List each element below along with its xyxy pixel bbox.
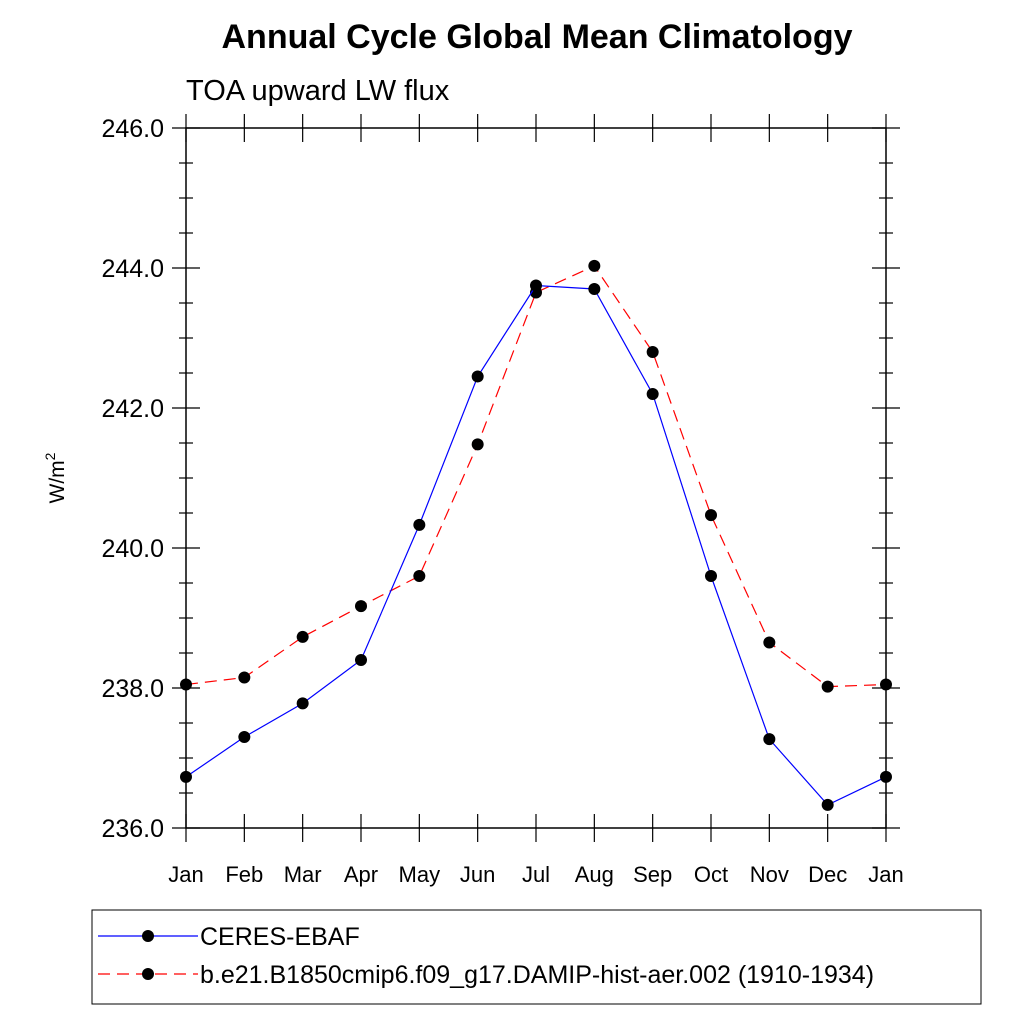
legend-item: b.e21.B1850cmip6.f09_g17.DAMIP-hist-aer.… [98,961,874,989]
y-tick-label: 244.0 [101,255,164,283]
data-point [413,518,426,531]
chart-subtitle: TOA upward LW flux [186,75,450,107]
data-point [705,509,717,522]
data-point [646,388,659,400]
data-point [296,697,309,710]
x-tick-label: Jan [868,862,903,887]
data-point [530,279,542,292]
data-point [238,731,251,743]
data-point [705,570,717,582]
x-tick-label: Mar [284,862,322,887]
legend-label: b.e21.B1850cmip6.f09_g17.DAMIP-hist-aer.… [200,961,874,989]
legend-box [91,909,982,1005]
x-tick-label: Jan [168,862,203,887]
data-point [763,636,776,649]
x-tick-label: Nov [750,862,789,887]
legend-item: CERES-EBAF [98,923,360,951]
legend: CERES-EBAF b.e21.B1850cmip6.f09_g17.DAMIP… [98,923,874,989]
data-point [588,259,601,272]
series-line [185,265,887,688]
plot-frame [185,127,887,829]
y-tick-label: 236.0 [101,815,164,843]
data-point [880,678,892,691]
data-point [180,770,192,783]
data-point [180,678,192,691]
data-point [296,630,309,643]
x-tick-labels: Jan Feb Mar Apr May Jun Jul Aug Sep Oct Nov Dec Jan [168,862,903,887]
series-2 [180,259,892,693]
series-1 [180,279,892,811]
data-point [588,283,601,295]
x-tick-label: Apr [344,862,378,887]
svg-text:W/m2: W/m2 [42,452,69,503]
data-point [763,733,776,746]
x-tick-label: Sep [633,862,672,887]
data-point [821,798,834,811]
chart-title: Annual Cycle Global Mean Climatology [222,18,853,56]
legend-marker [142,930,154,942]
data-point [471,438,484,451]
x-tick-label: Jul [522,862,550,887]
x-tick-label: Jun [460,862,495,887]
x-tick-label: Feb [225,862,263,887]
x-tick-label: Aug [575,862,614,887]
data-point [471,370,484,383]
data-point [880,770,892,783]
y-tick-label: 246.0 [101,115,164,143]
data-point [238,671,251,684]
x-tick-label: Dec [808,862,847,887]
y-axis-label: W/m2 [42,452,69,503]
series-line [185,284,887,806]
legend-label: CERES-EBAF [200,923,360,951]
y-tick-label: 238.0 [101,675,164,703]
data-point [646,346,659,358]
data-point [821,680,834,693]
x-tick-label: May [399,862,441,887]
data-point [355,600,367,613]
x-tick-label: Oct [694,862,728,887]
series-layer [180,259,892,811]
y-tick-label: 240.0 [101,535,164,563]
data-point [413,570,426,582]
legend-marker [142,968,154,980]
axis-ticks [172,114,900,842]
data-point [355,654,367,666]
y-axis-label-superscript: 2 [42,452,58,460]
y-axis-label-base: W/m [46,460,69,503]
y-tick-label: 242.0 [101,395,164,423]
y-tick-labels: 236.0 238.0 240.0 242.0 244.0 246.0 [101,115,164,843]
